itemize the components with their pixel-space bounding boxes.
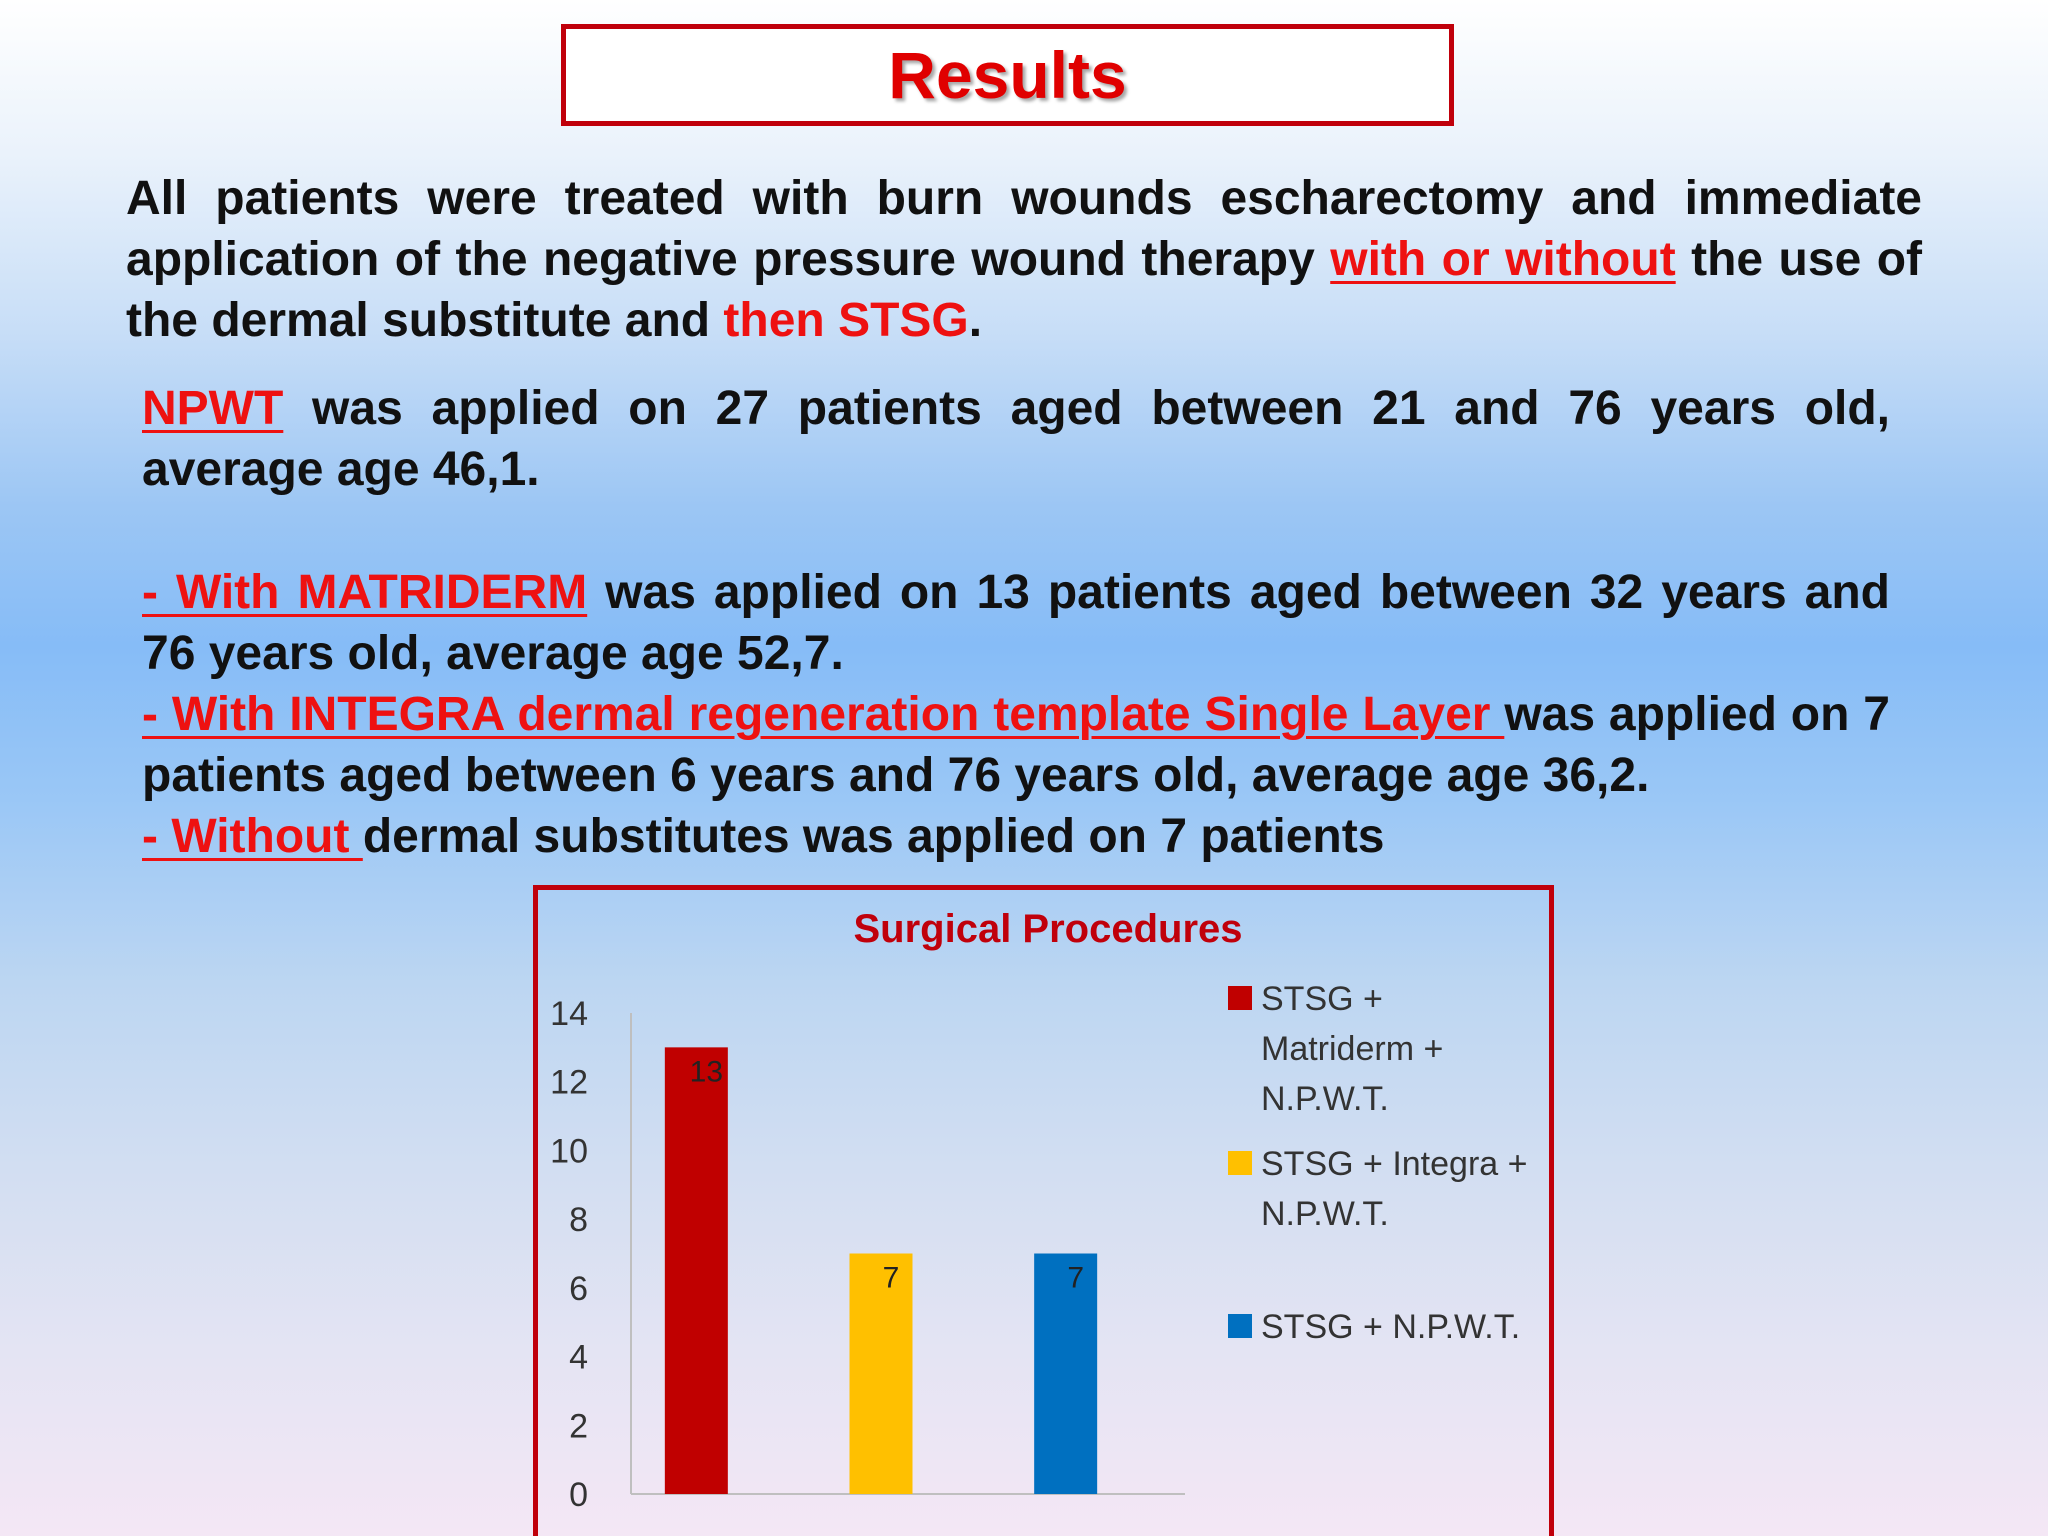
intro-highlight-with-or-without: with or without (1330, 233, 1676, 286)
slide-title: Results (888, 38, 1127, 112)
chart-frame: Surgical Procedures 0 2 4 6 8 10 12 14 13 7 7 STSG +… (533, 885, 1554, 1536)
y-tick-label: 0 (569, 1476, 588, 1514)
bar (849, 1253, 913, 1494)
y-tick-label: 4 (569, 1339, 588, 1377)
bar (664, 1047, 728, 1494)
legend-swatch (1228, 1151, 1252, 1175)
matriderm-text: was applied on 13 patients aged between … (142, 566, 1890, 680)
intro-text-2: the use of the dermal substitute and (126, 233, 1923, 347)
y-tick-label: 10 (550, 1132, 588, 1170)
substitutes-paragraph: - With MATRIDERM was applied on 13 patie… (142, 562, 1890, 867)
y-tick-label: 12 (550, 1064, 588, 1102)
intro-paragraph: All patients were treated with burn woun… (126, 168, 1922, 351)
intro-highlight-then-stsg: then STSG (723, 294, 969, 347)
legend-label: STSG + N.P.W.T. (1261, 1308, 1520, 1346)
bar (1034, 1253, 1098, 1494)
intro-text-1: All patients were treated with burn woun… (126, 172, 1922, 286)
matriderm-highlight: - With MATRIDERM (142, 566, 588, 619)
data-label: 7 (883, 1262, 900, 1295)
npwt-highlight: NPWT (142, 382, 284, 435)
y-tick-label: 8 (569, 1201, 588, 1239)
legend-label: N.P.W.T. (1261, 1195, 1389, 1233)
legend-swatch (1228, 1314, 1252, 1338)
y-tick-label: 2 (569, 1407, 588, 1445)
legend-swatch (1228, 986, 1252, 1010)
integra-text: was applied on 7 patients aged between 6… (142, 688, 1890, 802)
legend-label: N.P.W.T. (1261, 1080, 1389, 1118)
surgical-procedures-chart: Surgical Procedures 0 2 4 6 8 10 12 14 13 7 7 STSG +… (550, 907, 1527, 1514)
without-text: dermal substitutes was applied on 7 pati… (362, 810, 1385, 863)
npwt-paragraph: NPWT was applied on 27 patients aged bet… (142, 378, 1890, 500)
data-label: 13 (690, 1055, 723, 1088)
slide-title-box: Results (561, 24, 1454, 126)
without-highlight: - Without (142, 810, 363, 863)
chart-title: Surgical Procedures (853, 907, 1242, 951)
y-tick-label: 14 (550, 995, 588, 1033)
intro-text-3: . (968, 294, 983, 347)
legend-label: STSG + (1261, 980, 1383, 1018)
legend-label: Matriderm + (1261, 1030, 1443, 1068)
npwt-text: was applied on 27 patients aged between … (142, 382, 1890, 496)
legend-label: STSG + Integra + (1261, 1145, 1527, 1183)
data-label: 7 (1067, 1262, 1084, 1295)
integra-highlight: - With INTEGRA dermal regeneration templ… (142, 688, 1505, 741)
y-tick-label: 6 (569, 1270, 588, 1308)
